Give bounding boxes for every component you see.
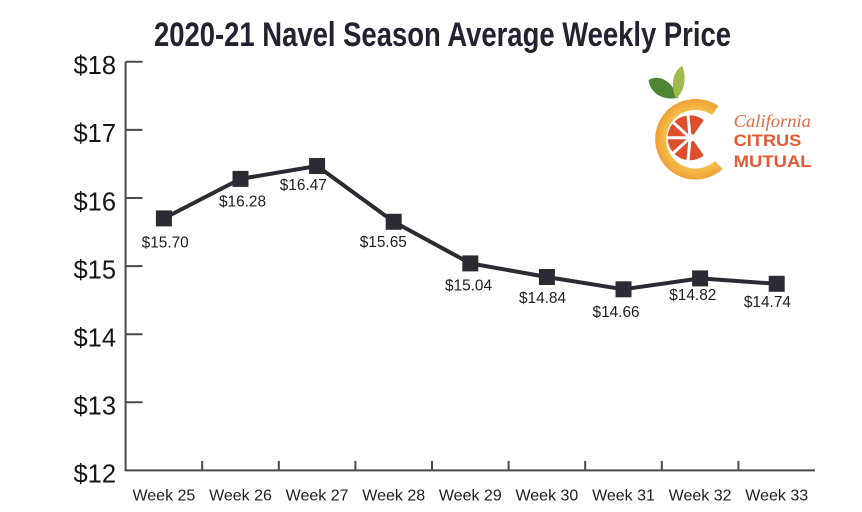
svg-text:Week 31: Week 31 xyxy=(592,488,655,505)
svg-text:$14.84: $14.84 xyxy=(519,290,567,307)
svg-text:$17: $17 xyxy=(73,120,116,148)
svg-text:Week 25: Week 25 xyxy=(132,488,195,505)
svg-text:$16.47: $16.47 xyxy=(280,177,327,194)
svg-text:MUTUAL: MUTUAL xyxy=(734,153,812,171)
svg-text:2020-21 Navel Season Average W: 2020-21 Navel Season Average Weekly Pric… xyxy=(154,16,731,54)
svg-text:$15: $15 xyxy=(73,256,116,284)
svg-text:$14.74: $14.74 xyxy=(744,294,792,311)
svg-text:Week 32: Week 32 xyxy=(669,488,732,505)
svg-text:$18: $18 xyxy=(73,52,116,80)
svg-text:$16: $16 xyxy=(73,188,116,216)
svg-text:CITRUS: CITRUS xyxy=(734,132,802,150)
svg-text:$14.82: $14.82 xyxy=(669,287,716,304)
svg-text:$13: $13 xyxy=(73,393,116,421)
svg-text:$14.66: $14.66 xyxy=(593,304,640,321)
svg-text:$14: $14 xyxy=(73,325,116,353)
svg-text:California: California xyxy=(734,111,811,131)
svg-text:Week 29: Week 29 xyxy=(439,488,502,505)
svg-text:$15.70: $15.70 xyxy=(142,235,189,252)
svg-text:Week 27: Week 27 xyxy=(286,488,349,505)
svg-text:Week 28: Week 28 xyxy=(362,488,425,505)
svg-text:Week 33: Week 33 xyxy=(745,488,808,505)
svg-text:$12: $12 xyxy=(73,461,116,489)
svg-text:Week 30: Week 30 xyxy=(515,488,578,505)
svg-text:Week 26: Week 26 xyxy=(209,488,272,505)
svg-text:$15.65: $15.65 xyxy=(360,234,407,251)
svg-text:$16.28: $16.28 xyxy=(219,193,266,210)
svg-text:$15.04: $15.04 xyxy=(445,277,493,294)
